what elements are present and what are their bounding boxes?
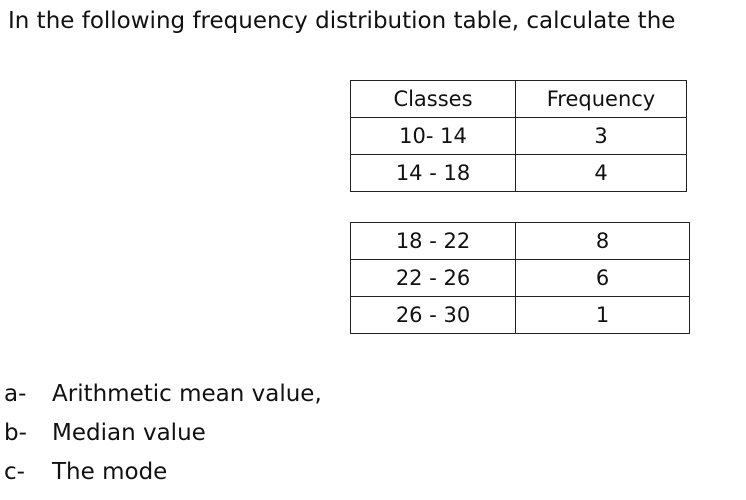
header-frequency: Frequency <box>515 80 687 118</box>
task-text: Arithmetic mean value, <box>52 381 322 407</box>
table-row: 10- 14 3 <box>350 117 687 155</box>
task-marker: b- <box>4 420 27 446</box>
class-cell: 14 - 18 <box>350 154 516 192</box>
frequency-cell: 4 <box>515 154 687 192</box>
frequency-cell: 6 <box>515 259 690 297</box>
frequency-cell: 1 <box>515 296 690 334</box>
list-item: c- The mode <box>4 453 322 492</box>
header-classes: Classes <box>350 80 516 118</box>
table-header-row: Classes Frequency <box>350 80 687 118</box>
task-text: Median value <box>52 420 206 446</box>
question-prompt: In the following frequency distribution … <box>8 8 676 34</box>
task-marker: a- <box>4 381 27 407</box>
task-list: a- Arithmetic mean value, b- Median value … <box>4 375 322 492</box>
list-item: a- Arithmetic mean value, <box>4 375 322 414</box>
table-row: 14 - 18 4 <box>350 154 687 192</box>
class-cell: 26 - 30 <box>350 296 516 334</box>
frequency-cell: 3 <box>515 117 687 155</box>
list-item: b- Median value <box>4 414 322 453</box>
table-row: 18 - 22 8 <box>350 222 690 260</box>
table-row: 26 - 30 1 <box>350 296 690 334</box>
class-cell: 10- 14 <box>350 117 516 155</box>
table-row: 22 - 26 6 <box>350 259 690 297</box>
frequency-table-bottom: 18 - 22 8 22 - 26 6 26 - 30 1 <box>350 222 690 334</box>
class-cell: 22 - 26 <box>350 259 516 297</box>
task-text: The mode <box>52 459 168 485</box>
frequency-cell: 8 <box>515 222 690 260</box>
frequency-table-top: Classes Frequency 10- 14 3 14 - 18 4 <box>350 80 687 192</box>
class-cell: 18 - 22 <box>350 222 516 260</box>
task-marker: c- <box>4 459 25 485</box>
